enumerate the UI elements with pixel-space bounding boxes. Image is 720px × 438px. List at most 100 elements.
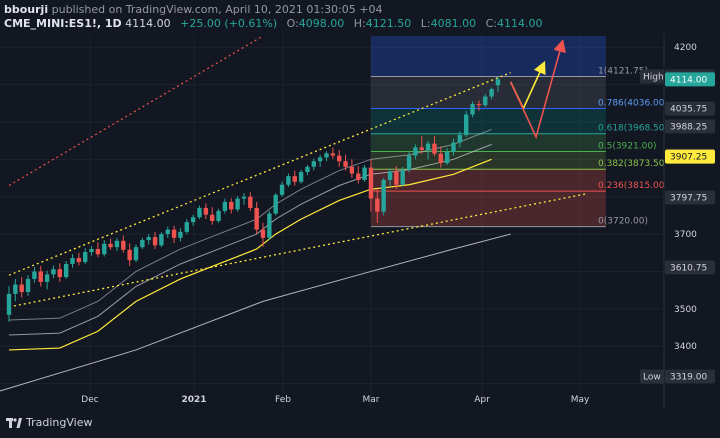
price-tag-label-bg bbox=[640, 369, 664, 384]
candle-body bbox=[108, 243, 113, 248]
candle-body bbox=[19, 284, 24, 293]
candle-body bbox=[95, 249, 101, 255]
candle-body bbox=[229, 201, 234, 210]
candle-body bbox=[70, 258, 75, 264]
candle-body bbox=[76, 258, 82, 263]
candle bbox=[210, 207, 215, 225]
candle-body bbox=[324, 153, 329, 158]
publish-line: bbourji published on TradingView.com, Ap… bbox=[4, 3, 382, 16]
candle-body bbox=[146, 237, 151, 241]
candle bbox=[222, 198, 228, 214]
sma-short-line bbox=[8, 128, 492, 321]
fib-retracement[interactable]: 1(4121.75) 0.786(4036.00) 0.618(3968.50) 0.… bbox=[370, 36, 668, 228]
time-axis[interactable]: Dec 2021 Feb Mar Apr May bbox=[81, 395, 590, 405]
candle-body bbox=[89, 249, 94, 253]
high-label: H: bbox=[353, 17, 366, 30]
candle bbox=[337, 149, 342, 167]
candle bbox=[248, 192, 253, 211]
author-name[interactable]: bbourji bbox=[4, 3, 49, 16]
projection-arrows[interactable] bbox=[509, 39, 566, 140]
fib-band bbox=[370, 191, 606, 227]
price-tag-value: 3319.00 bbox=[670, 372, 707, 382]
candlestick-series[interactable] bbox=[6, 76, 501, 322]
candle bbox=[267, 210, 272, 241]
tradingview-logo-icon bbox=[6, 417, 22, 428]
price-tag-value: 3610.75 bbox=[670, 263, 707, 273]
high-value: 4121.50 bbox=[365, 17, 412, 30]
candle bbox=[254, 201, 259, 235]
candle-body bbox=[476, 104, 482, 106]
candle-body bbox=[298, 172, 304, 182]
time-tick-label: 2021 bbox=[181, 395, 206, 405]
candle-body bbox=[356, 173, 361, 180]
candle-body bbox=[254, 207, 259, 230]
candle bbox=[444, 148, 450, 165]
chart-footer: TradingView bbox=[0, 410, 720, 438]
price-tag-bg bbox=[665, 101, 715, 116]
candle bbox=[83, 248, 88, 264]
candle bbox=[451, 138, 456, 156]
open-label: O: bbox=[286, 17, 299, 30]
tradingview-logo[interactable]: TradingView bbox=[6, 416, 92, 429]
price-tag-label-bg bbox=[640, 69, 664, 84]
upper-channel-line bbox=[8, 35, 264, 187]
candle-body bbox=[203, 207, 209, 215]
candle bbox=[419, 136, 424, 154]
candle bbox=[6, 286, 12, 322]
price-tag-bg bbox=[665, 260, 715, 275]
fib-band bbox=[370, 133, 606, 152]
candle-body bbox=[425, 143, 431, 150]
candle bbox=[63, 260, 69, 279]
candle bbox=[44, 270, 50, 290]
candle bbox=[184, 219, 189, 235]
candle-body bbox=[152, 237, 158, 246]
candle bbox=[489, 87, 494, 100]
candle-body bbox=[483, 96, 488, 106]
fib-band bbox=[370, 36, 606, 77]
candle bbox=[235, 195, 240, 212]
candle bbox=[362, 164, 367, 182]
candle-body bbox=[6, 293, 12, 315]
candle bbox=[330, 147, 336, 159]
candle-body bbox=[13, 284, 18, 294]
candle bbox=[51, 265, 56, 279]
candle-body bbox=[267, 213, 272, 238]
candle bbox=[400, 166, 405, 187]
candle bbox=[305, 164, 310, 176]
channel-lower-line bbox=[8, 193, 587, 308]
candle bbox=[394, 166, 399, 190]
candle-body bbox=[470, 104, 475, 115]
candle bbox=[121, 235, 126, 253]
candle-body bbox=[400, 169, 405, 185]
candle-body bbox=[330, 153, 336, 156]
candle-body bbox=[178, 231, 183, 238]
candle bbox=[438, 146, 443, 168]
candle-body bbox=[457, 135, 463, 143]
candle bbox=[146, 234, 151, 245]
candle bbox=[19, 277, 24, 298]
candle-body bbox=[368, 167, 374, 199]
candle bbox=[406, 151, 412, 173]
candle-body bbox=[432, 143, 437, 154]
price-axis[interactable]: 3400350037004200High4121.504114.004035.7… bbox=[640, 43, 715, 384]
time-tick-label: Mar bbox=[363, 395, 380, 405]
candle-body bbox=[83, 252, 88, 263]
price-chart[interactable]: 1(4121.75) 0.786(4036.00) 0.618(3968.50) 0.… bbox=[0, 34, 720, 410]
candle bbox=[464, 110, 469, 137]
publish-info: published on TradingView.com, April 10, … bbox=[51, 3, 383, 16]
fib-level-label: 0.5(3921.00) bbox=[598, 141, 657, 151]
candle bbox=[76, 252, 82, 266]
symbol-label[interactable]: CME_MINI:ES1!, 1D bbox=[4, 17, 122, 30]
candle-body bbox=[444, 151, 450, 164]
candle bbox=[324, 151, 329, 162]
candle bbox=[127, 243, 132, 266]
candle-body bbox=[159, 234, 164, 246]
price-tag-bg bbox=[665, 369, 715, 384]
candle-body bbox=[260, 229, 266, 238]
candle-body bbox=[273, 194, 278, 214]
candle bbox=[13, 278, 18, 302]
candle bbox=[165, 226, 170, 238]
last-price: 4114.00 bbox=[125, 17, 171, 30]
candle bbox=[413, 144, 418, 160]
fib-level-label: 0(3720.00) bbox=[598, 217, 648, 227]
